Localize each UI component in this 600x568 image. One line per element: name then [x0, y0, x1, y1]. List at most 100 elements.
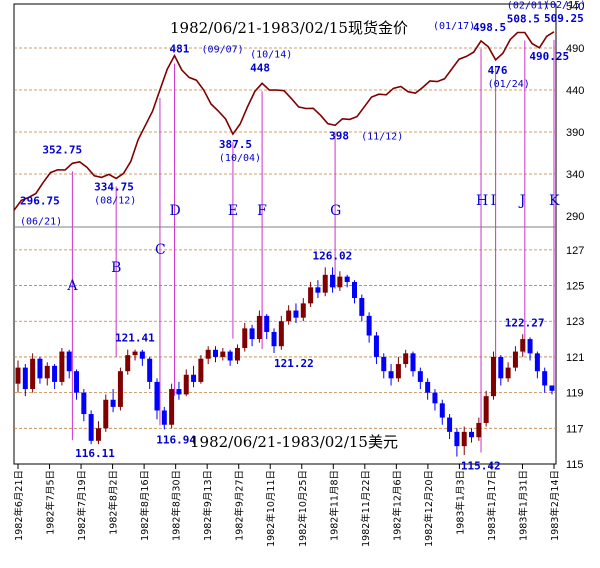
candle-body — [95, 428, 101, 441]
candle-body — [388, 371, 394, 379]
candle-body — [395, 364, 401, 379]
candle-body — [447, 417, 453, 432]
candle-body — [161, 410, 167, 425]
candle-body — [213, 349, 219, 357]
candle-body — [125, 355, 131, 372]
candle-body — [103, 399, 109, 429]
gold-annotation-value: 387.5 — [219, 138, 252, 151]
candle-body — [373, 335, 379, 357]
gold-annotation-value: 448 — [250, 61, 270, 74]
candle-body — [300, 303, 306, 318]
candle-body — [410, 353, 416, 372]
gold-annotation-date: (01/24) — [488, 79, 530, 90]
x-tick-label: 1982年9月27日 — [234, 470, 246, 541]
candle-body — [330, 274, 336, 288]
x-tick-label: 1982年10月25日 — [297, 470, 309, 547]
x-tick-label: 1982年10月11日 — [265, 470, 277, 547]
candle-body — [256, 315, 262, 340]
candle-body — [417, 371, 423, 382]
candle-body — [191, 374, 197, 382]
candle-body — [469, 431, 475, 438]
candle-body — [264, 315, 270, 332]
candle-body — [198, 358, 204, 382]
usd-y-tick-label: 117 — [566, 423, 584, 435]
marker-letter: G — [330, 203, 341, 219]
gold-annotation-value: 498.5 — [473, 21, 506, 34]
gold-annotation-date: (10/14) — [250, 49, 292, 60]
candle-body — [176, 389, 182, 395]
gold-annotation-value: 481 — [170, 43, 190, 56]
candle-body — [549, 385, 555, 391]
candle-body — [147, 358, 153, 382]
candle-body — [344, 276, 350, 282]
candle-body — [498, 356, 504, 379]
gold-y-axis: 290 340 390 440 490 540 — [566, 1, 584, 223]
candle-body — [512, 351, 518, 368]
gold-annotation-date: (01/17) — [433, 21, 475, 32]
candle-body — [22, 367, 28, 390]
candle-body — [439, 403, 445, 418]
candle-body — [88, 414, 94, 441]
candle-body — [220, 351, 226, 357]
usd-y-tick-label: 121 — [566, 352, 584, 364]
candle-body — [322, 274, 328, 293]
candle-body — [81, 392, 87, 415]
x-tick-label: 1983年1月3日 — [454, 470, 466, 535]
gold-annotation-date: (02/01) — [507, 0, 549, 11]
gold-price-line — [13, 31, 555, 211]
marker-letter: C — [155, 242, 166, 258]
x-tick-label: 1983年2月14日 — [549, 470, 561, 541]
candle-body — [169, 389, 175, 425]
usd-y-tick-label: 115 — [566, 459, 584, 471]
gold-annotation-value: 334.75 — [94, 180, 134, 193]
candle-body — [483, 396, 489, 423]
marker-letter: H — [476, 193, 488, 209]
x-tick-label: 1982年12月6日 — [391, 470, 403, 541]
usd-y-tick-label: 125 — [566, 281, 584, 293]
usd-y-tick-label: 127 — [566, 245, 584, 257]
x-tick-label: 1982年6月21日 — [13, 470, 25, 541]
gold-annotation-date: (06/21) — [20, 216, 62, 227]
usd-annotation-value: 116.11 — [75, 447, 115, 460]
gold-y-tick-label: 390 — [566, 127, 584, 139]
usd-annotation-value: 116.94 — [156, 433, 196, 446]
usd-annotation-value: 115.42 — [461, 460, 501, 473]
gold-annotation-date: (11/12) — [361, 131, 403, 142]
x-tick-label: 1982年12月20日 — [423, 470, 435, 547]
chart-frame — [13, 3, 557, 465]
gold-y-tick-label: 440 — [566, 85, 584, 97]
candle-body — [337, 276, 343, 288]
candle-body — [461, 431, 467, 447]
gold-annotation-value: 352.75 — [42, 143, 82, 156]
candle-body — [403, 353, 409, 365]
x-tick-label: 1982年11月8日 — [328, 470, 340, 541]
marker-letter: A — [66, 278, 78, 294]
candle-body — [74, 371, 80, 393]
gold-y-tick-label: 340 — [566, 169, 584, 181]
candle-body — [139, 351, 145, 359]
annotations: 296.75 (06/21) 352.75 334.75 (08/12) 481 (09/0… — [20, 0, 586, 473]
x-tick-label: 1982年8月2日 — [108, 470, 120, 535]
usd-candles — [15, 267, 555, 457]
gold-y-tick-label: 490 — [566, 43, 584, 55]
candle-body — [351, 281, 357, 299]
candle-body — [534, 353, 540, 372]
gold-annotation-date: (10/04) — [219, 153, 261, 164]
candle-body — [44, 365, 50, 379]
gold-y-tick-label: 540 — [566, 1, 584, 13]
marker-letter: J — [518, 193, 526, 209]
candle-body — [249, 328, 255, 340]
candle-body — [432, 392, 438, 404]
marker-letter: E — [228, 203, 238, 219]
candle-body — [293, 310, 299, 318]
candle-body — [234, 348, 240, 361]
candle-body — [37, 358, 43, 379]
candle-body — [476, 422, 482, 438]
gold-annotation-date: (02/15) — [544, 0, 586, 11]
marker-letter: I — [491, 193, 497, 209]
candle-body — [227, 351, 233, 361]
usd-y-tick-label: 123 — [566, 316, 584, 328]
candle-body — [286, 310, 292, 322]
usd-annotation-value: 121.22 — [274, 357, 314, 370]
